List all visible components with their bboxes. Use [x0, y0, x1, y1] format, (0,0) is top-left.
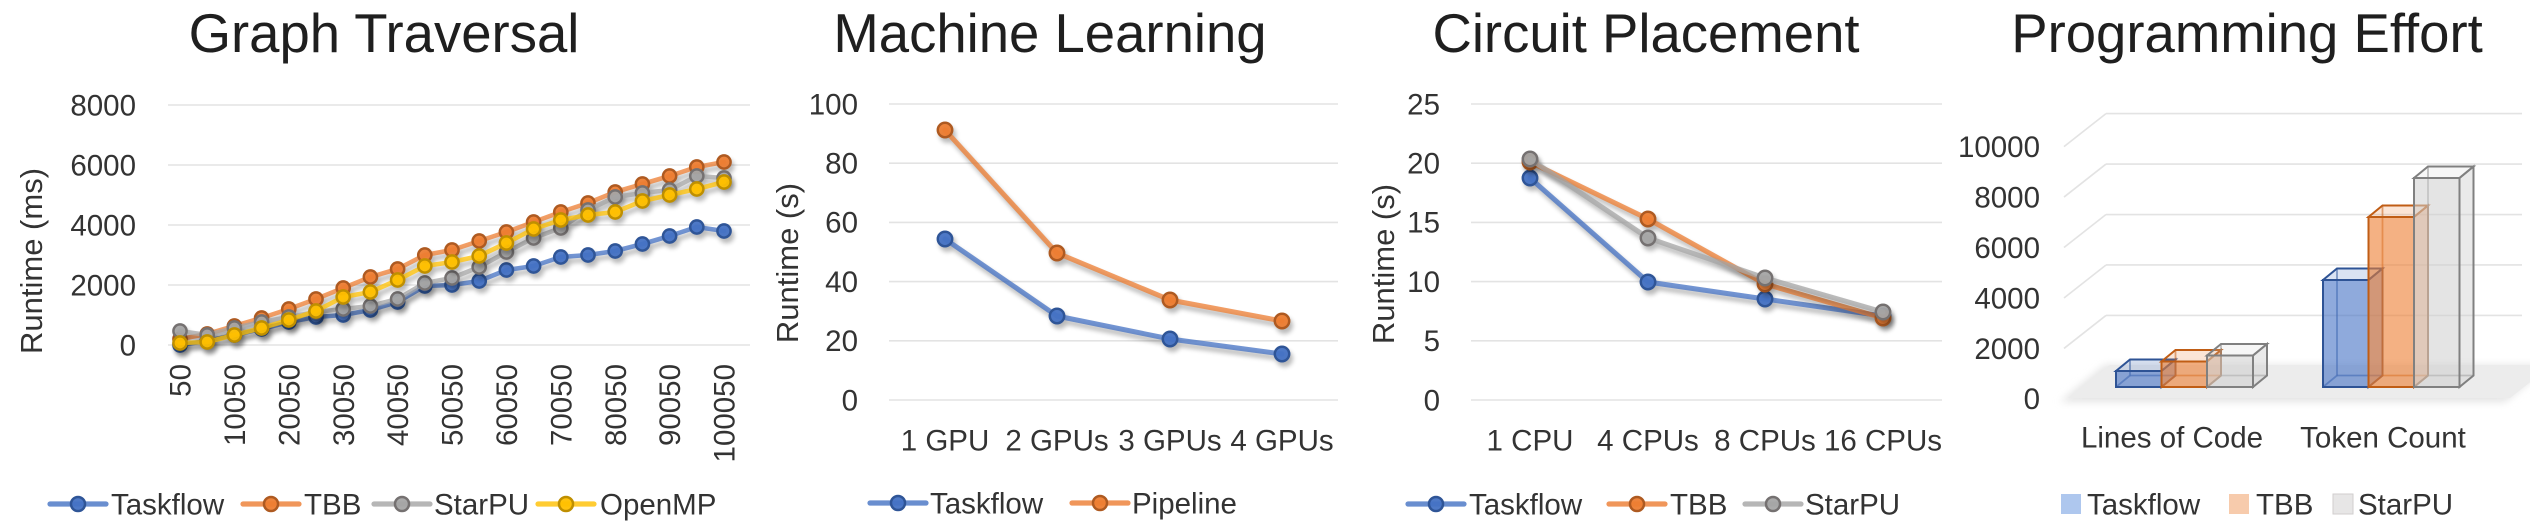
svg-text:Lines of Code: Lines of Code	[2081, 421, 2263, 454]
svg-text:8000: 8000	[70, 89, 136, 122]
svg-text:Programming Effort: Programming Effort	[2011, 3, 2483, 64]
svg-text:Taskflow: Taskflow	[2087, 488, 2201, 521]
svg-text:8 CPUs: 8 CPUs	[1714, 424, 1816, 457]
svg-text:2 GPUs: 2 GPUs	[1005, 424, 1108, 457]
svg-text:Runtime (ms): Runtime (ms)	[14, 168, 49, 354]
svg-text:50050: 50050	[437, 364, 470, 446]
svg-text:30050: 30050	[328, 364, 361, 446]
svg-text:Graph Traversal: Graph Traversal	[189, 3, 580, 64]
svg-text:0: 0	[842, 384, 858, 417]
svg-text:25: 25	[1407, 88, 1440, 121]
svg-text:16 CPUs: 16 CPUs	[1824, 424, 1942, 457]
svg-text:2000: 2000	[1974, 333, 2040, 366]
svg-text:6000: 6000	[70, 149, 136, 182]
svg-text:6000: 6000	[1974, 232, 2040, 265]
svg-text:TBB: TBB	[1670, 488, 1727, 521]
svg-text:20: 20	[1407, 148, 1440, 181]
svg-text:4 CPUs: 4 CPUs	[1597, 424, 1699, 457]
svg-text:10050: 10050	[219, 364, 252, 446]
svg-text:TBB: TBB	[304, 488, 361, 521]
svg-text:60: 60	[825, 207, 858, 240]
svg-text:100050: 100050	[709, 364, 742, 462]
svg-text:4 GPUs: 4 GPUs	[1230, 424, 1333, 457]
svg-text:Circuit Placement: Circuit Placement	[1432, 3, 1859, 64]
svg-text:50: 50	[165, 364, 198, 397]
svg-text:OpenMP: OpenMP	[600, 488, 716, 521]
svg-text:Runtime (s): Runtime (s)	[770, 183, 805, 343]
svg-text:40050: 40050	[382, 364, 415, 446]
svg-text:StarPU: StarPU	[2358, 488, 2453, 521]
svg-text:10: 10	[1407, 266, 1440, 299]
svg-text:100: 100	[809, 88, 858, 121]
svg-text:Pipeline: Pipeline	[1132, 487, 1237, 520]
svg-text:Machine Learning: Machine Learning	[833, 3, 1266, 64]
svg-text:80: 80	[825, 148, 858, 181]
svg-text:Taskflow: Taskflow	[1469, 488, 1583, 521]
svg-text:Taskflow: Taskflow	[930, 487, 1044, 520]
svg-text:90050: 90050	[654, 364, 687, 446]
svg-text:5: 5	[1424, 325, 1440, 358]
svg-text:10000: 10000	[1958, 131, 2040, 164]
svg-text:15: 15	[1407, 207, 1440, 240]
svg-text:Token Count: Token Count	[2300, 421, 2466, 454]
svg-text:4000: 4000	[1974, 282, 2040, 315]
svg-text:4000: 4000	[70, 209, 136, 242]
svg-text:1 GPU: 1 GPU	[901, 424, 990, 457]
svg-text:20050: 20050	[273, 364, 306, 446]
svg-text:2000: 2000	[70, 269, 136, 302]
svg-text:0: 0	[120, 329, 136, 362]
svg-text:1 CPU: 1 CPU	[1487, 424, 1574, 457]
svg-text:40: 40	[825, 266, 858, 299]
svg-text:StarPU: StarPU	[434, 488, 529, 521]
svg-text:3 GPUs: 3 GPUs	[1118, 424, 1221, 457]
svg-text:60050: 60050	[491, 364, 524, 446]
svg-text:20: 20	[825, 325, 858, 358]
svg-text:0: 0	[1424, 384, 1440, 417]
svg-text:Runtime (s): Runtime (s)	[1366, 184, 1401, 344]
svg-text:70050: 70050	[545, 364, 578, 446]
svg-text:0: 0	[2024, 383, 2040, 416]
svg-text:TBB: TBB	[2256, 488, 2313, 521]
svg-text:Taskflow: Taskflow	[111, 488, 225, 521]
svg-text:80050: 80050	[600, 364, 633, 446]
svg-text:StarPU: StarPU	[1805, 488, 1900, 521]
svg-text:8000: 8000	[1974, 181, 2040, 214]
